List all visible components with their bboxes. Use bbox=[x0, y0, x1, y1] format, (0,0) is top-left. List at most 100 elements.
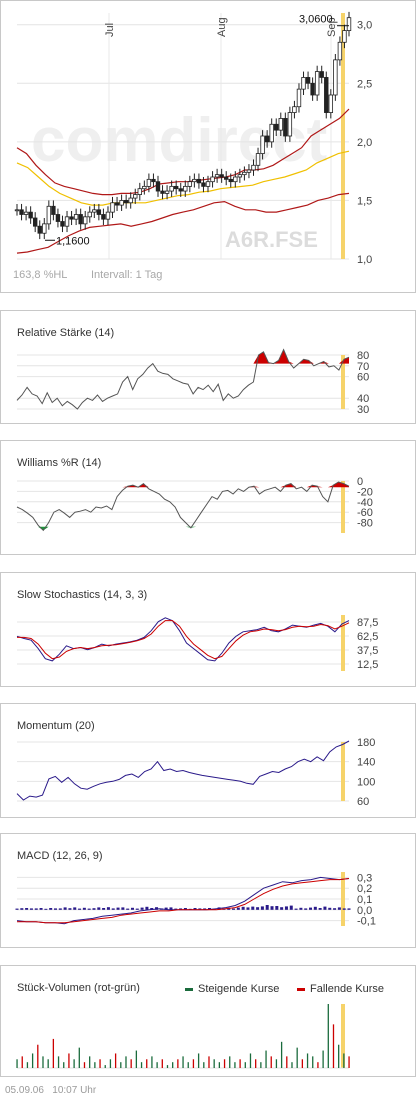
macd-histogram-bar bbox=[169, 907, 173, 910]
overbought-area bbox=[17, 482, 349, 488]
candle-body bbox=[51, 205, 56, 215]
volume-bar bbox=[114, 1053, 117, 1068]
candle-body bbox=[301, 77, 306, 90]
candle-body bbox=[205, 181, 211, 187]
macd-histogram-bar bbox=[87, 908, 91, 910]
macd-histogram-bar bbox=[53, 908, 57, 910]
candle-body bbox=[260, 135, 265, 154]
candle-body bbox=[105, 211, 111, 220]
current-day-highlight bbox=[341, 872, 345, 926]
macd-histogram-bar bbox=[280, 907, 284, 910]
volume-bar bbox=[104, 1065, 106, 1068]
volume-bar bbox=[343, 1053, 345, 1068]
y-tick-label: 140 bbox=[357, 757, 375, 769]
candle-body bbox=[269, 123, 274, 143]
moving-average bbox=[16, 150, 350, 206]
macd-histogram-bar bbox=[347, 908, 351, 910]
candle-body bbox=[319, 71, 324, 78]
volume-bar bbox=[208, 1056, 210, 1068]
volume-bar bbox=[109, 1059, 112, 1068]
candle-body bbox=[123, 200, 129, 204]
macd-histogram-bar bbox=[73, 907, 77, 910]
macd-histogram-bar bbox=[275, 906, 279, 910]
macd-histogram-bar bbox=[130, 907, 134, 910]
macd-panel: MACD (12, 26, 9) 0,3 0,2 0,1 0,0 -0,1 bbox=[0, 833, 416, 948]
candle-body bbox=[274, 123, 279, 131]
watermark: comdirect bbox=[31, 106, 327, 175]
candle-body bbox=[342, 30, 347, 43]
price-chart: comdirect A6R.FSE Jul Aug Sep 3,0 2,5 2,0 1,5 1,0… bbox=[14, 11, 372, 266]
volume-bar bbox=[327, 1004, 329, 1068]
macd-histogram-bar bbox=[97, 907, 101, 910]
volume-bar bbox=[78, 1047, 80, 1068]
candle-body bbox=[110, 202, 115, 213]
candle-body bbox=[169, 185, 174, 192]
bollinger-lower bbox=[16, 192, 350, 254]
volume-bar bbox=[182, 1056, 184, 1068]
candle-body bbox=[146, 178, 152, 187]
volume-bar bbox=[42, 1056, 44, 1068]
candle-body bbox=[164, 190, 170, 194]
volume-title: Stück-Volumen (rot-grün) bbox=[17, 982, 140, 994]
candle-body bbox=[255, 153, 261, 166]
volume-chart bbox=[16, 1004, 350, 1069]
macd-title: MACD (12, 26, 9) bbox=[17, 850, 103, 862]
macd-histogram-bar bbox=[318, 908, 322, 910]
candle-body bbox=[23, 211, 29, 215]
macd-histogram-bar bbox=[39, 908, 43, 910]
y-tick-label: 2,5 bbox=[357, 78, 372, 90]
volume-bar bbox=[68, 1053, 70, 1068]
macd-histogram-bar bbox=[58, 908, 62, 910]
volume-bar bbox=[135, 1050, 138, 1068]
macd-histogram-bar bbox=[328, 907, 332, 910]
candle-body bbox=[101, 214, 106, 220]
current-day-highlight bbox=[341, 355, 345, 409]
candle-body bbox=[192, 178, 197, 183]
macd-histogram-bar bbox=[246, 907, 250, 910]
macd-histogram-bar bbox=[106, 907, 110, 910]
candle-body bbox=[283, 118, 288, 137]
month-label: Aug bbox=[216, 17, 228, 37]
candle-body bbox=[237, 174, 243, 178]
macd-histogram-bar bbox=[323, 906, 327, 910]
overbought-area bbox=[17, 349, 349, 364]
candle-body bbox=[119, 200, 124, 206]
y-tick-label: 3,0 bbox=[357, 20, 372, 32]
volume-bar bbox=[187, 1062, 189, 1068]
y-tick-label: 30 bbox=[357, 404, 369, 416]
candle-body bbox=[314, 71, 320, 96]
macd-histogram-bar bbox=[25, 908, 29, 910]
macd-histogram-bar bbox=[116, 907, 120, 910]
macd-histogram-bar bbox=[256, 907, 260, 910]
candle-body bbox=[46, 205, 52, 225]
vol-label: 163,8 %HL bbox=[13, 269, 68, 281]
macd-histogram-bar bbox=[15, 908, 19, 910]
y-tick-label: 100 bbox=[357, 776, 375, 788]
macd-histogram-bar bbox=[145, 906, 149, 910]
y-tick-label: 62,5 bbox=[357, 631, 378, 643]
macd-histogram-bar bbox=[174, 908, 178, 910]
candle-body bbox=[133, 194, 138, 199]
candle-body bbox=[42, 223, 47, 234]
footer-time: 10:07 Uhr bbox=[52, 1085, 97, 1096]
high-annotation: 3,0600 bbox=[299, 14, 333, 26]
candle-body bbox=[264, 135, 270, 143]
candle-body bbox=[278, 118, 283, 131]
y-tick-label: 0,2 bbox=[357, 883, 372, 895]
volume-bar bbox=[239, 1059, 241, 1068]
indicator-line bbox=[16, 740, 350, 801]
volume-bar bbox=[192, 1059, 195, 1068]
macd-histogram-bar bbox=[333, 908, 337, 910]
volume-bar bbox=[21, 1056, 23, 1068]
volume-bar bbox=[197, 1053, 200, 1068]
volume-bar bbox=[301, 1059, 304, 1068]
macd-histogram-bar bbox=[68, 908, 72, 910]
macd-histogram-bar bbox=[289, 905, 293, 910]
macd-histogram-bar bbox=[92, 908, 96, 910]
footer-date: 05.09.06 bbox=[5, 1085, 44, 1096]
volume-bar bbox=[255, 1059, 257, 1068]
volume-bar bbox=[306, 1053, 309, 1068]
macd-histogram-bar bbox=[193, 908, 197, 910]
symbol-watermark: A6R.FSE bbox=[225, 227, 318, 252]
volume-bar bbox=[130, 1059, 132, 1068]
